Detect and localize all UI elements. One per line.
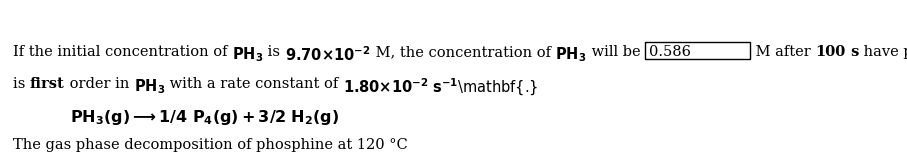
Text: 100: 100 [815,45,845,59]
Text: $\mathbf{PH_3(g) \longrightarrow 1/4\ P_4(g) + 3/2\ H_2(g)}$: $\mathbf{PH_3(g) \longrightarrow 1/4\ P_… [70,108,339,127]
Text: If the initial concentration of: If the initial concentration of [13,45,232,59]
Text: The gas phase decomposition of phosphine at 120 °C: The gas phase decomposition of phosphine… [13,138,408,152]
Bar [645,42,750,59]
Text: is: is [13,77,30,91]
Text: $\mathbf{PH_3}$: $\mathbf{PH_3}$ [133,77,165,96]
Text: M after: M after [751,45,815,59]
Text: $\mathbf{9.70{\times}10^{-2}}$: $\mathbf{9.70{\times}10^{-2}}$ [285,45,371,64]
Text: $\mathbf{PH_3}$: $\mathbf{PH_3}$ [232,45,264,64]
Text: is: is [264,45,285,59]
Text: $\mathbf{PH_3}$: $\mathbf{PH_3}$ [555,45,587,64]
Text: M, the concentration of: M, the concentration of [371,45,555,59]
Text: first: first [30,77,64,91]
Text: will be: will be [587,45,645,59]
Text: order in: order in [64,77,133,91]
Text: $\mathbf{1.80{\times}10^{-2}\ s^{-1}}$\mathbf{.}: $\mathbf{1.80{\times}10^{-2}\ s^{-1}}$\m… [343,77,539,98]
Text: have passed.: have passed. [859,45,907,59]
Text: 0.586: 0.586 [649,45,691,59]
Text: with a rate constant of: with a rate constant of [165,77,343,91]
Text: s: s [845,45,859,59]
